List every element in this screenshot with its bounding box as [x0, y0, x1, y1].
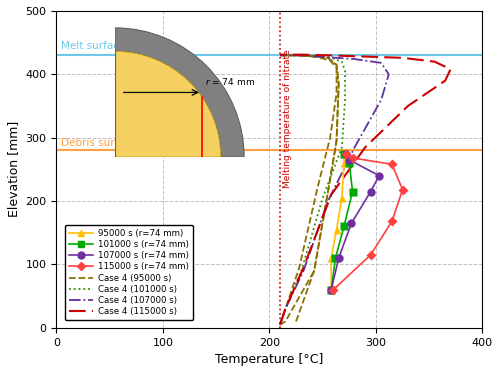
Case 4 (107000 s) [325, 199, 331, 203]
115000 s (r=74 mm) [330, 288, 336, 292]
Case 4 (95000 s) [296, 265, 302, 270]
Case 4 (115000 s) [325, 53, 331, 57]
101000 s (r=74 mm) [341, 224, 347, 229]
115000 s (r=74 mm) [389, 162, 395, 166]
95000 s (r=74 mm) [341, 151, 347, 156]
115000 s (r=74 mm) [400, 187, 406, 192]
95000 s (r=74 mm) [328, 256, 334, 260]
Text: Melt surface: Melt surface [60, 41, 125, 51]
Case 4 (95000 s) [277, 322, 283, 327]
Line: 115000 s (r=74 mm): 115000 s (r=74 mm) [330, 150, 406, 293]
101000 s (r=74 mm) [346, 161, 352, 165]
101000 s (r=74 mm) [350, 189, 356, 194]
Case 4 (115000 s) [328, 192, 334, 197]
Case 4 (107000 s) [378, 61, 384, 65]
Case 4 (101000 s) [282, 307, 288, 311]
Case 4 (115000 s) [362, 54, 368, 59]
Case 4 (95000 s) [334, 91, 340, 95]
Y-axis label: Elevation [mm]: Elevation [mm] [7, 121, 20, 217]
Case 4 (107000 s) [325, 55, 331, 59]
Case 4 (95000 s) [282, 53, 288, 57]
Wedge shape [115, 28, 244, 157]
115000 s (r=74 mm) [343, 151, 349, 156]
Line: Case 4 (115000 s): Case 4 (115000 s) [280, 55, 450, 325]
Line: Case 4 (107000 s): Case 4 (107000 s) [280, 55, 388, 325]
Case 4 (107000 s) [352, 145, 358, 150]
Case 4 (95000 s) [327, 135, 333, 140]
95000 s (r=74 mm) [341, 161, 347, 165]
Line: 95000 s (r=74 mm): 95000 s (r=74 mm) [327, 149, 348, 294]
Case 4 (115000 s) [432, 59, 438, 64]
Case 4 (95000 s) [327, 58, 333, 63]
Case 4 (101000 s) [298, 53, 304, 57]
Case 4 (115000 s) [400, 56, 406, 60]
Case 4 (95000 s) [296, 53, 302, 57]
Line: Case 4 (95000 s): Case 4 (95000 s) [280, 55, 336, 325]
Case 4 (95000 s) [314, 55, 320, 59]
Case 4 (115000 s) [448, 67, 454, 72]
Case 4 (107000 s) [277, 322, 283, 327]
Case 4 (101000 s) [298, 269, 304, 273]
Case 4 (115000 s) [277, 53, 283, 57]
115000 s (r=74 mm) [389, 219, 395, 223]
Case 4 (115000 s) [298, 53, 304, 57]
Case 4 (101000 s) [320, 195, 326, 200]
Wedge shape [115, 51, 220, 157]
Case 4 (95000 s) [282, 307, 288, 311]
Case 4 (101000 s) [314, 54, 320, 59]
Case 4 (101000 s) [342, 97, 348, 102]
115000 s (r=74 mm) [368, 253, 374, 257]
107000 s (r=74 mm) [368, 189, 374, 194]
Case 4 (107000 s) [386, 72, 392, 76]
Case 4 (107000 s) [300, 53, 306, 57]
101000 s (r=74 mm) [332, 256, 338, 260]
Text: Debris surface: Debris surface [60, 138, 136, 148]
Case 4 (95000 s) [334, 66, 340, 70]
Line: 101000 s (r=74 mm): 101000 s (r=74 mm) [327, 149, 356, 294]
Case 4 (101000 s) [342, 69, 348, 73]
X-axis label: Temperature [°C]: Temperature [°C] [215, 353, 324, 366]
Text: $r$ = 74 mm: $r$ = 74 mm [206, 76, 256, 87]
Text: Melting temperature of nitrate: Melting temperature of nitrate [284, 49, 292, 188]
Case 4 (101000 s) [339, 145, 345, 150]
107000 s (r=74 mm) [348, 221, 354, 225]
Line: 107000 s (r=74 mm): 107000 s (r=74 mm) [327, 149, 384, 294]
Case 4 (107000 s) [277, 53, 283, 57]
Case 4 (115000 s) [405, 104, 411, 108]
Legend: 95000 s (r=74 mm), 101000 s (r=74 mm), 107000 s (r=74 mm), 115000 s (r=74 mm), C: 95000 s (r=74 mm), 101000 s (r=74 mm), 1… [65, 225, 193, 320]
95000 s (r=74 mm) [334, 227, 340, 232]
Case 4 (101000 s) [339, 59, 345, 64]
107000 s (r=74 mm) [343, 151, 349, 156]
Case 4 (95000 s) [314, 186, 320, 191]
Case 4 (115000 s) [442, 78, 448, 83]
Case 4 (101000 s) [277, 322, 283, 327]
101000 s (r=74 mm) [328, 288, 334, 292]
107000 s (r=74 mm) [376, 173, 382, 178]
Line: Case 4 (101000 s): Case 4 (101000 s) [280, 55, 345, 325]
Case 4 (115000 s) [362, 145, 368, 150]
Case 4 (101000 s) [328, 56, 334, 60]
107000 s (r=74 mm) [336, 256, 342, 260]
107000 s (r=74 mm) [346, 158, 352, 162]
Case 4 (107000 s) [378, 97, 384, 102]
Case 4 (107000 s) [300, 269, 306, 273]
Case 4 (107000 s) [352, 57, 358, 61]
Case 4 (107000 s) [282, 307, 288, 311]
Case 4 (95000 s) [277, 53, 283, 57]
Case 4 (115000 s) [277, 322, 283, 327]
107000 s (r=74 mm) [328, 288, 334, 292]
Case 4 (101000 s) [277, 53, 283, 57]
101000 s (r=74 mm) [341, 151, 347, 156]
Case 4 (115000 s) [282, 307, 288, 311]
115000 s (r=74 mm) [350, 156, 356, 160]
Case 4 (115000 s) [300, 265, 306, 270]
95000 s (r=74 mm) [328, 288, 334, 292]
95000 s (r=74 mm) [339, 195, 345, 200]
